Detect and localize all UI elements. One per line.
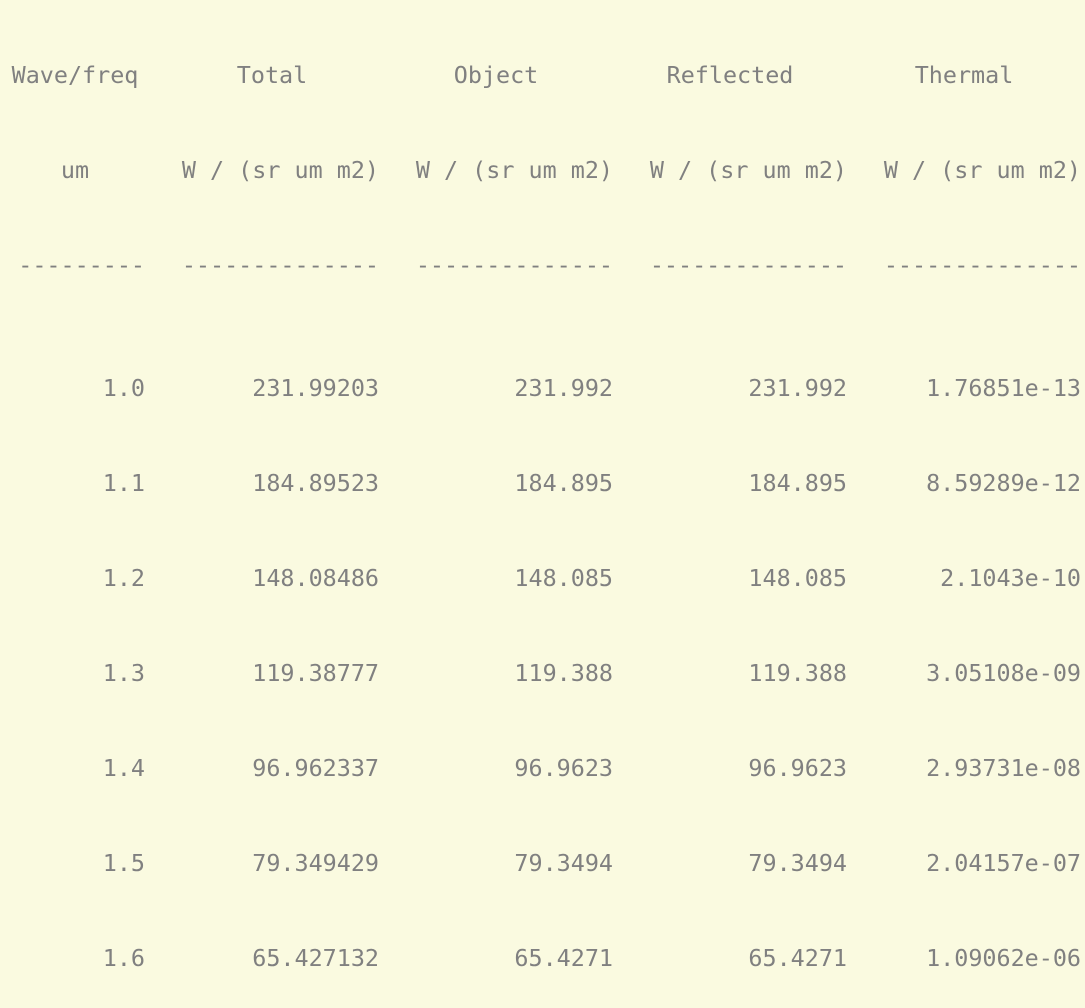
reflected-value: 231.992 <box>748 374 847 402</box>
table-row: 1.3 119.38777 119.388 119.388 3.05108e-0… <box>5 654 1081 693</box>
separator-2: -------------- <box>415 251 613 279</box>
object-value: 184.895 <box>514 469 613 497</box>
object-value: 79.3494 <box>514 849 613 877</box>
unit-thermal: W / (sr um m2) <box>883 156 1081 184</box>
wave-value: 1.0 <box>102 374 145 402</box>
table-row: 1.2 148.08486 148.085 148.085 2.1043e-10 <box>5 559 1081 598</box>
table-row: 1.6 65.427132 65.4271 65.4271 1.09062e-0… <box>5 939 1081 978</box>
thermal-value: 2.1043e-10 <box>940 564 1081 592</box>
total-value: 96.962337 <box>252 754 379 782</box>
table-output: Wave/freq Total Object Reflected Thermal… <box>5 0 1081 1008</box>
thermal-value: 3.05108e-09 <box>926 659 1081 687</box>
wave-value: 1.5 <box>102 849 145 877</box>
wave-value: 1.4 <box>102 754 145 782</box>
object-value: 148.085 <box>514 564 613 592</box>
reflected-value: 148.085 <box>748 564 847 592</box>
total-value: 184.89523 <box>252 469 379 497</box>
table-row: 1.5 79.349429 79.3494 79.3494 2.04157e-0… <box>5 844 1081 883</box>
reflected-value: 119.388 <box>748 659 847 687</box>
total-value: 231.99203 <box>252 374 379 402</box>
reflected-value: 184.895 <box>748 469 847 497</box>
wave-value: 1.3 <box>102 659 145 687</box>
wave-value: 1.6 <box>102 944 145 972</box>
thermal-value: 2.04157e-07 <box>926 849 1081 877</box>
reflected-value: 96.9623 <box>748 754 847 782</box>
object-value: 96.9623 <box>514 754 613 782</box>
separator-0: --------- <box>18 251 145 279</box>
thermal-value: 1.09062e-06 <box>926 944 1081 972</box>
header-total: Total <box>236 61 308 89</box>
header-thermal: Thermal <box>914 61 1014 89</box>
separator-3: -------------- <box>649 251 847 279</box>
unit-total: W / (sr um m2) <box>181 156 379 184</box>
thermal-value: 1.76851e-13 <box>926 374 1081 402</box>
table-row: 1.1 184.89523 184.895 184.895 8.59289e-1… <box>5 464 1081 503</box>
total-value: 148.08486 <box>252 564 379 592</box>
object-value: 65.4271 <box>514 944 613 972</box>
header-object: Object <box>453 61 539 89</box>
unit-reflected: W / (sr um m2) <box>649 156 847 184</box>
total-value: 65.427132 <box>252 944 379 972</box>
table-row: 1.4 96.962337 96.9623 96.9623 2.93731e-0… <box>5 749 1081 788</box>
unit-object: W / (sr um m2) <box>415 156 613 184</box>
wave-value: 1.2 <box>102 564 145 592</box>
table-row: 1.0 231.99203 231.992 231.992 1.76851e-1… <box>5 369 1081 408</box>
header-row-units: um W / (sr um m2) W / (sr um m2) W / (sr… <box>5 151 1081 190</box>
header-reflected: Reflected <box>666 61 794 89</box>
total-value: 119.38777 <box>252 659 379 687</box>
thermal-value: 2.93731e-08 <box>926 754 1081 782</box>
separator-4: -------------- <box>883 251 1081 279</box>
reflected-value: 79.3494 <box>748 849 847 877</box>
object-value: 231.992 <box>514 374 613 402</box>
separator-row: --------- -------------- -------------- … <box>5 246 1081 285</box>
wave-value: 1.1 <box>102 469 145 497</box>
reflected-value: 65.4271 <box>748 944 847 972</box>
thermal-value: 8.59289e-12 <box>926 469 1081 497</box>
unit-wave: um <box>60 156 90 184</box>
total-value: 79.349429 <box>252 849 379 877</box>
object-value: 119.388 <box>514 659 613 687</box>
separator-1: -------------- <box>181 251 379 279</box>
header-row-titles: Wave/freq Total Object Reflected Thermal <box>5 56 1081 95</box>
header-wave-freq: Wave/freq <box>11 61 139 89</box>
